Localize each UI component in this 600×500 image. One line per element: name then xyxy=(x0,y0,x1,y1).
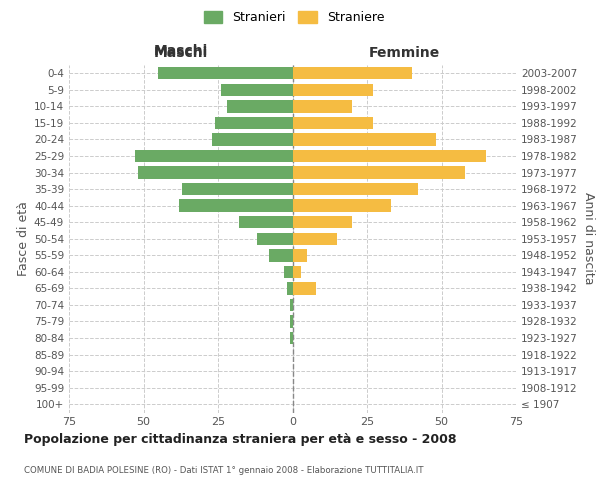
Bar xyxy=(287,282,293,294)
Bar xyxy=(221,84,293,96)
Text: Femmine: Femmine xyxy=(368,46,440,60)
Bar xyxy=(293,84,373,96)
Bar xyxy=(290,316,293,328)
Bar xyxy=(182,183,293,196)
Text: Popolazione per cittadinanza straniera per età e sesso - 2008: Popolazione per cittadinanza straniera p… xyxy=(24,432,457,446)
Bar xyxy=(293,150,486,162)
Bar xyxy=(257,232,293,245)
Bar xyxy=(293,183,418,196)
Bar xyxy=(227,100,293,112)
Y-axis label: Fasce di età: Fasce di età xyxy=(17,202,30,276)
Bar xyxy=(158,67,293,80)
Bar xyxy=(212,134,293,145)
Bar xyxy=(293,134,436,145)
Bar xyxy=(293,67,412,80)
Bar xyxy=(134,150,293,162)
Legend: Stranieri, Straniere: Stranieri, Straniere xyxy=(199,6,389,29)
Text: Maschi: Maschi xyxy=(154,44,208,58)
Bar xyxy=(179,200,293,212)
Bar xyxy=(293,282,316,294)
Bar xyxy=(293,100,352,112)
Text: COMUNE DI BADIA POLESINE (RO) - Dati ISTAT 1° gennaio 2008 - Elaborazione TUTTIT: COMUNE DI BADIA POLESINE (RO) - Dati IST… xyxy=(24,466,424,475)
Bar xyxy=(215,116,293,129)
Bar xyxy=(293,216,352,228)
Bar xyxy=(239,216,293,228)
Bar xyxy=(137,166,293,179)
Bar xyxy=(290,298,293,311)
Bar xyxy=(290,332,293,344)
Bar xyxy=(293,200,391,212)
Bar xyxy=(293,232,337,245)
Bar xyxy=(293,249,307,262)
Bar xyxy=(293,166,466,179)
Bar xyxy=(269,249,293,262)
Text: Maschi: Maschi xyxy=(154,46,208,60)
Bar xyxy=(293,266,301,278)
Bar xyxy=(284,266,293,278)
Y-axis label: Anni di nascita: Anni di nascita xyxy=(582,192,595,285)
Bar xyxy=(293,116,373,129)
